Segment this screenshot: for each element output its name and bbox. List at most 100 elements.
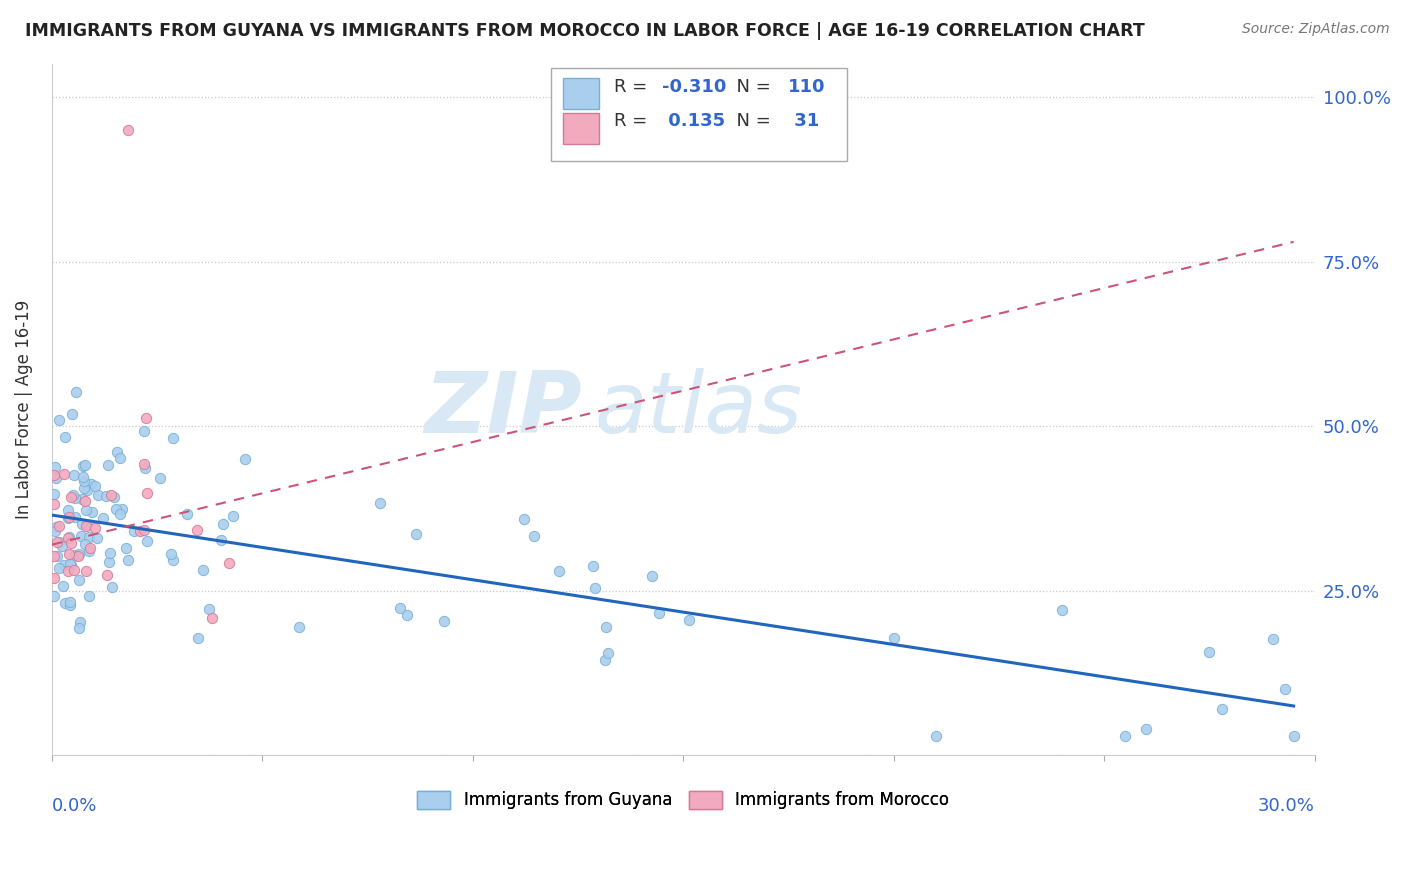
Point	[132, 425, 155, 439]
Point	[42, 497, 65, 511]
Point	[69, 573, 91, 587]
Point	[108, 451, 131, 466]
Text: -0.310: -0.310	[662, 78, 725, 95]
Point	[73, 494, 96, 508]
Point	[1211, 702, 1233, 716]
Point	[77, 589, 100, 603]
Point	[42, 549, 65, 563]
Point	[134, 523, 156, 537]
Point	[176, 507, 198, 521]
Point	[94, 489, 117, 503]
Point	[44, 471, 66, 485]
Point	[60, 407, 83, 421]
Point	[42, 487, 65, 501]
Point	[72, 470, 94, 484]
Point	[67, 622, 90, 636]
Point	[48, 534, 70, 549]
Point	[59, 558, 82, 573]
Point	[135, 411, 157, 425]
Point	[595, 653, 617, 667]
Point	[44, 524, 66, 538]
Point	[162, 431, 184, 445]
Point	[100, 488, 122, 502]
Point	[1274, 682, 1296, 697]
Point	[91, 511, 114, 525]
Text: ZIP: ZIP	[425, 368, 582, 451]
Point	[187, 631, 209, 645]
Point	[1282, 729, 1305, 743]
Point	[83, 479, 105, 493]
Point	[288, 620, 311, 634]
Point	[201, 611, 224, 625]
Point	[523, 529, 546, 543]
FancyBboxPatch shape	[564, 112, 599, 144]
Point	[75, 503, 97, 517]
Point	[117, 553, 139, 567]
Point	[86, 531, 108, 545]
Point	[641, 569, 664, 583]
Point	[77, 530, 100, 544]
Point	[547, 565, 569, 579]
Point	[114, 541, 136, 556]
Y-axis label: In Labor Force | Age 16-19: In Labor Force | Age 16-19	[15, 300, 32, 519]
Point	[70, 516, 93, 531]
Point	[63, 548, 86, 562]
Point	[53, 596, 76, 610]
Point	[58, 547, 80, 561]
Point	[70, 529, 93, 543]
Point	[96, 568, 118, 582]
Point	[193, 563, 215, 577]
Point	[52, 579, 75, 593]
Point	[104, 502, 127, 516]
Point	[128, 524, 150, 538]
Point	[87, 488, 110, 502]
Point	[44, 571, 66, 585]
Point	[44, 459, 66, 474]
Text: R =: R =	[614, 112, 652, 130]
Point	[1050, 603, 1073, 617]
Point	[75, 565, 97, 579]
Point	[59, 557, 82, 571]
Point	[117, 123, 139, 137]
Point	[45, 549, 67, 563]
Point	[97, 458, 120, 472]
Point	[59, 598, 82, 612]
Point	[76, 517, 98, 532]
Point	[56, 511, 79, 525]
Point	[70, 491, 93, 506]
FancyBboxPatch shape	[564, 78, 599, 110]
Point	[76, 518, 98, 533]
Point	[222, 509, 245, 524]
Text: 30.0%: 30.0%	[1258, 797, 1315, 814]
Point	[72, 458, 94, 473]
Point	[103, 490, 125, 504]
Point	[59, 491, 82, 505]
Point	[58, 531, 80, 545]
Point	[62, 488, 84, 502]
Point	[80, 505, 103, 519]
Point	[122, 524, 145, 538]
Point	[582, 558, 605, 573]
Point	[67, 547, 90, 561]
Point	[1135, 722, 1157, 736]
Point	[98, 555, 121, 569]
Point	[73, 537, 96, 551]
Text: N =: N =	[725, 78, 776, 95]
Point	[883, 631, 905, 645]
Point	[648, 607, 671, 621]
Point	[186, 523, 208, 537]
Point	[51, 539, 73, 553]
Point	[160, 547, 183, 561]
Text: 0.0%: 0.0%	[52, 797, 97, 814]
Text: R =: R =	[614, 78, 652, 95]
FancyBboxPatch shape	[551, 68, 848, 161]
Point	[211, 517, 233, 532]
Point	[48, 413, 70, 427]
Point	[45, 519, 67, 533]
Point	[60, 536, 83, 550]
Point	[405, 527, 427, 541]
Point	[65, 510, 87, 524]
Text: Source: ZipAtlas.com: Source: ZipAtlas.com	[1241, 22, 1389, 37]
Point	[136, 533, 159, 548]
Point	[149, 471, 172, 485]
